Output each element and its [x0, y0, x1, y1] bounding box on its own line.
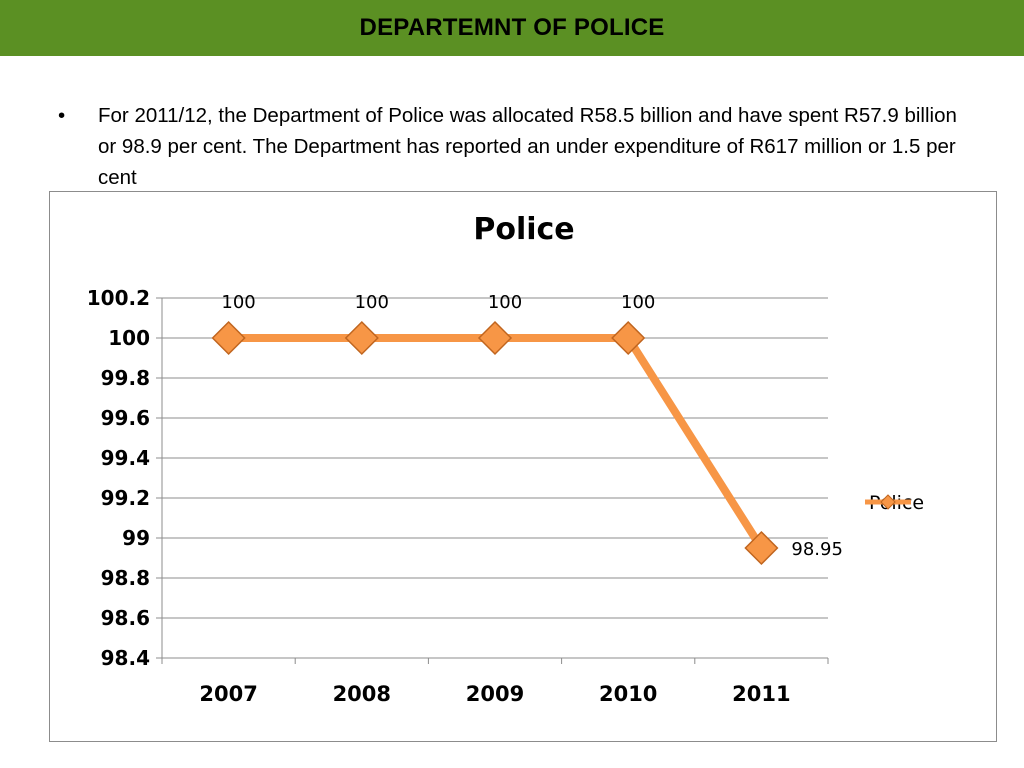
data-point-marker	[744, 530, 779, 566]
chart-frame: Police 100.2 100 99.8 99.6 99.4 99.2 99 98.8 98.…	[49, 191, 997, 742]
y-tick-label: 99.8	[101, 366, 150, 390]
x-tick-label: 2011	[732, 682, 790, 706]
header-bar: DEPARTEMNT OF POLICE	[0, 0, 1024, 56]
series-line	[224, 334, 766, 552]
x-tick-label: 2010	[599, 682, 657, 706]
x-tick-label: 2008	[333, 682, 391, 706]
data-point-marker	[477, 320, 513, 356]
y-tick-label: 100	[108, 326, 150, 350]
y-tick-label: 98.6	[101, 606, 150, 630]
y-tick-label: 99.6	[101, 406, 150, 430]
chart-legend: Police	[863, 492, 924, 514]
legend-marker-icon	[865, 494, 911, 510]
chart-title: Police	[473, 212, 575, 247]
y-tick-label: 99	[122, 526, 150, 550]
x-tick-label: 2007	[199, 682, 257, 706]
data-label: 100	[355, 292, 389, 313]
data-label: 98.95	[791, 539, 843, 560]
x-tick-label: 2009	[466, 682, 524, 706]
y-tick-label: 99.2	[101, 486, 150, 510]
data-point-marker	[611, 320, 646, 356]
y-tick-label: 99.4	[101, 446, 150, 470]
bullet-icon: •	[58, 104, 66, 127]
data-label: 100	[221, 292, 255, 313]
data-point-marker	[211, 320, 246, 356]
y-tick-label: 100.2	[87, 286, 150, 310]
page-title: DEPARTEMNT OF POLICE	[359, 14, 665, 41]
data-point-marker	[344, 320, 379, 356]
line-chart: 100.2 100 99.8 99.6 99.4 99.2 99 98.8 98.6 98.4 20…	[87, 286, 843, 706]
data-label: 100	[621, 292, 655, 313]
y-tick-label: 98.8	[101, 566, 150, 590]
y-tick-label: 98.4	[101, 646, 150, 670]
bullet-text: For 2011/12, the Department of Police wa…	[98, 104, 957, 189]
data-label: 100	[488, 292, 522, 313]
